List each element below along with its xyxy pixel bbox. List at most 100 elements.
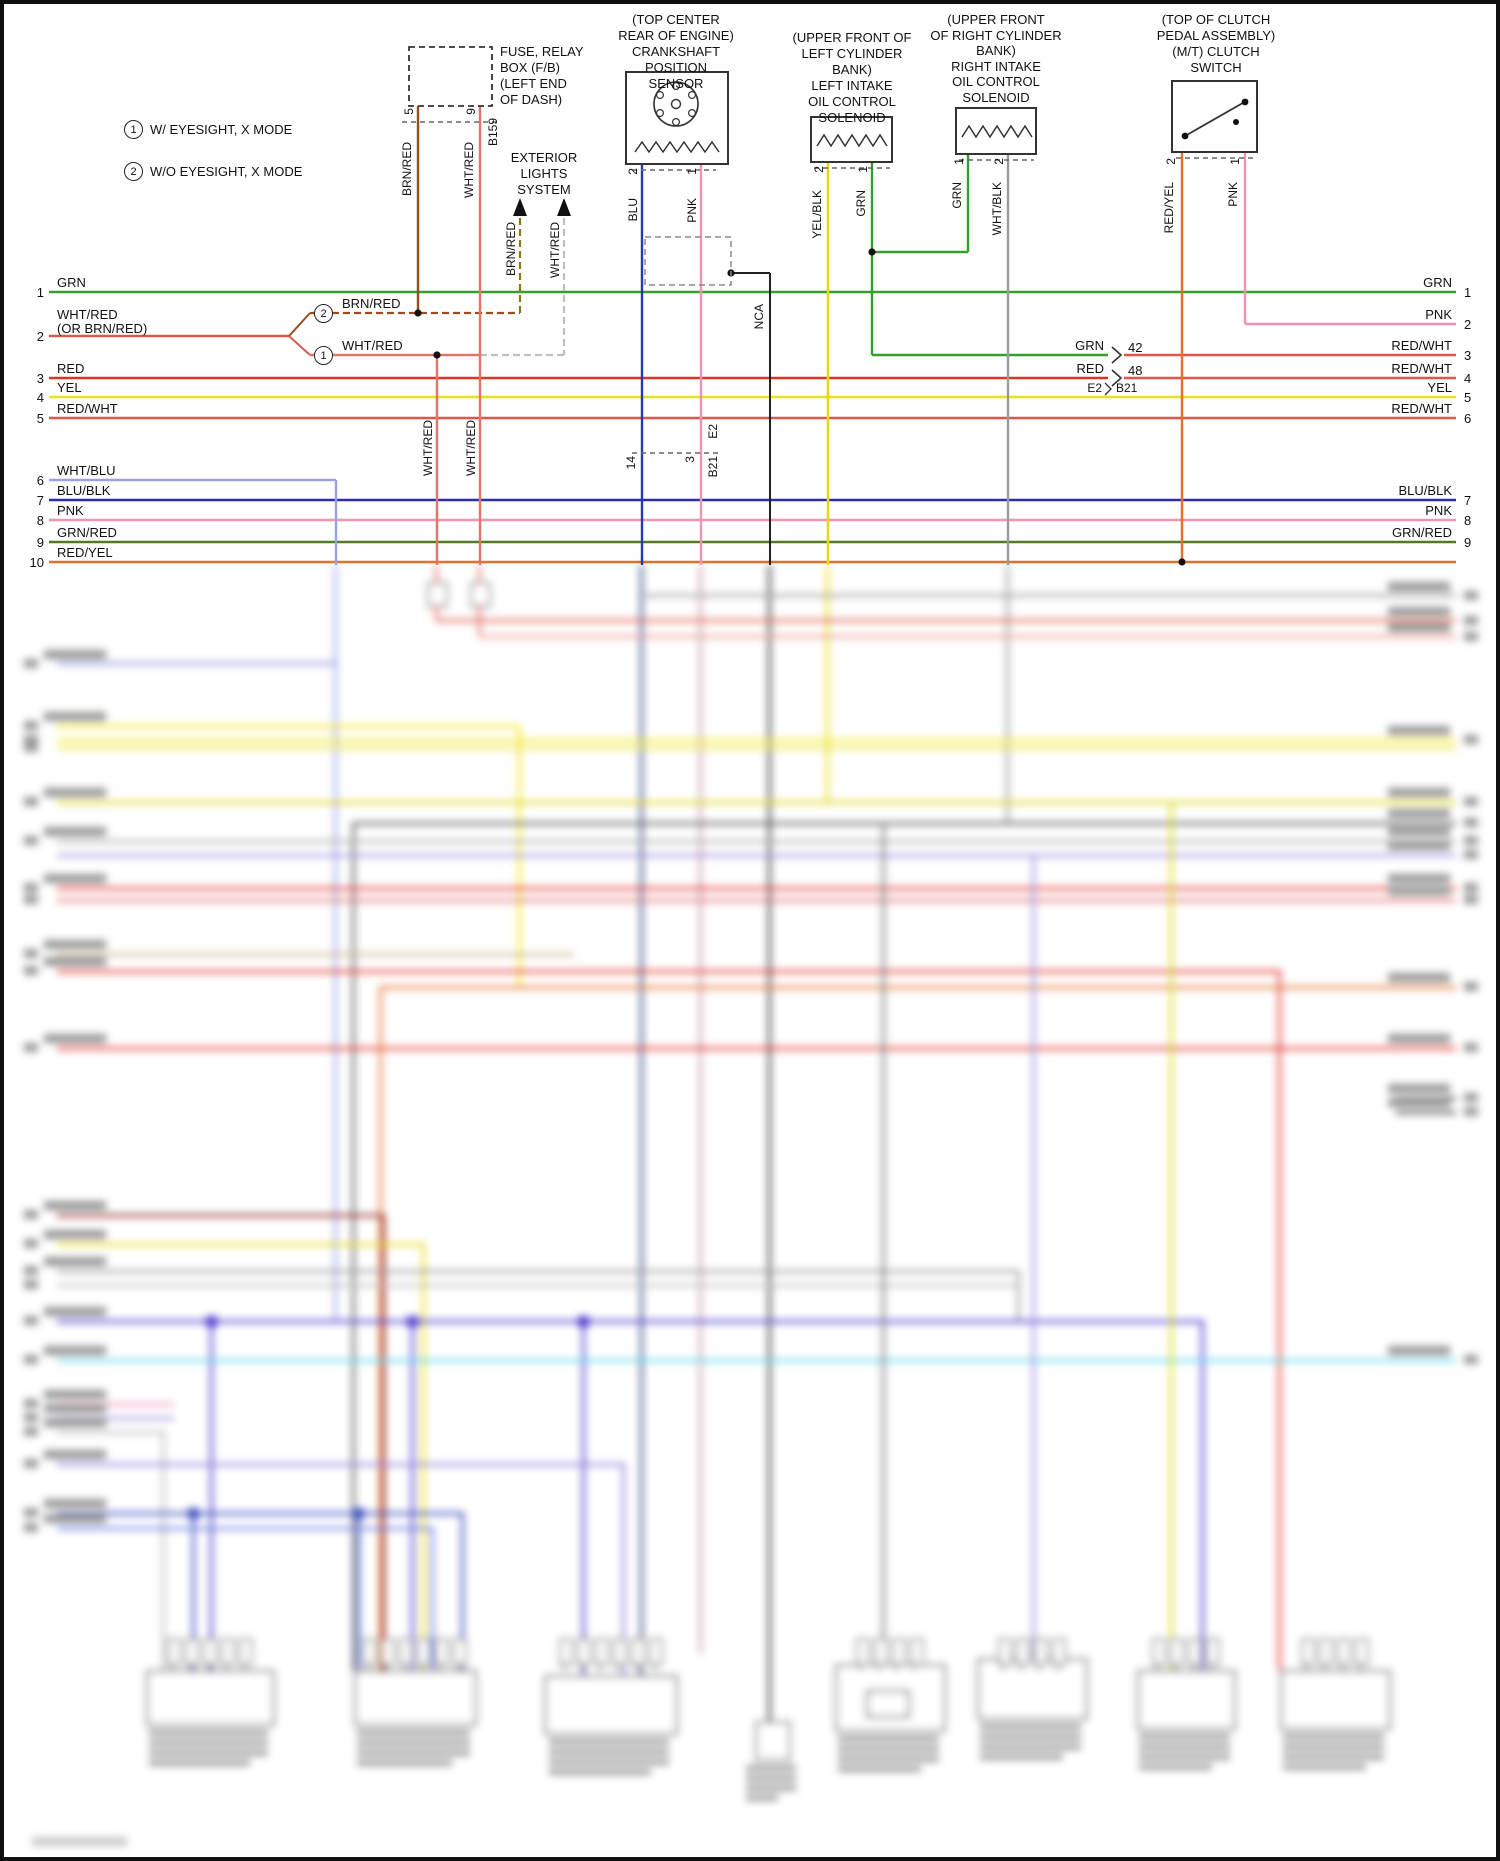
bus-left-number: 9 — [36, 535, 44, 550]
sensor-pin-number: 1 — [685, 168, 699, 175]
connector-pin-3: 3 — [683, 456, 697, 463]
bus-right-label: GRN/RED — [1392, 525, 1452, 540]
wire-label-grn: GRN — [950, 182, 964, 209]
legend-text-2: W/O EYESIGHT, X MODE — [150, 164, 303, 179]
title-line: SYSTEM — [517, 182, 571, 197]
connector-row-wire: GRN — [1075, 338, 1104, 353]
title-line: SWITCH — [1190, 60, 1242, 75]
bus-left-number: 7 — [36, 493, 44, 508]
fuse-pin-number: 9 — [464, 108, 478, 115]
branch-label-brn-red: BRN/RED — [342, 296, 401, 311]
title-line: REAR OF ENGINE) — [618, 28, 734, 43]
option-mark-1: 1 — [314, 346, 333, 365]
title-line: EXTERIOR — [510, 150, 578, 165]
bus-left-number: 2 — [36, 329, 44, 344]
title-line: (M/T) CLUTCH — [1172, 44, 1260, 59]
title-line: (UPPER FRONT OF — [792, 30, 912, 45]
sensor-pin-number: 2 — [626, 168, 640, 175]
title-line: OIL CONTROL — [808, 94, 896, 109]
title-line: LEFT INTAKE — [811, 78, 893, 93]
clutch-switch-title: (TOP OF CLUTCH PEDAL ASSEMBLY) (M/T) CLU… — [1141, 12, 1291, 76]
title-line: (TOP CENTER — [632, 12, 720, 27]
title-line: LIGHTS — [520, 166, 568, 181]
title-line: BOX (F/B) — [500, 60, 560, 75]
title-line: (UPPER FRONT — [947, 12, 1045, 27]
solenoid-pin-number: 1 — [952, 158, 966, 165]
bus-left-number: 4 — [36, 390, 44, 405]
solenoid-pin-number: 1 — [856, 166, 870, 173]
bus-left-number: 1 — [36, 285, 44, 300]
drop-wire-label-wht-red: WHT/RED — [421, 420, 435, 476]
right-solenoid-title: (UPPER FRONT OF RIGHT CYLINDER BANK) RIG… — [926, 12, 1066, 105]
solenoid-pin-number: 2 — [992, 158, 1006, 165]
bus-right-number: 8 — [1464, 513, 1472, 528]
title-line: SOLENOID — [818, 110, 886, 125]
wire-label-brn-red: BRN/RED — [504, 222, 518, 277]
bus-wires — [49, 106, 1456, 565]
bus-left-label: GRN/RED — [57, 525, 117, 540]
bus-right-number: 5 — [1464, 390, 1472, 405]
bus-right-label: GRN — [1423, 275, 1452, 290]
exterior-lights-title: EXTERIOR LIGHTS SYSTEM — [484, 150, 604, 198]
bus-right-label: RED/WHT — [1391, 361, 1452, 376]
connector-id-b159: B159 — [486, 118, 500, 147]
left-solenoid-title: (UPPER FRONT OF LEFT CYLINDER BANK) LEFT… — [782, 30, 922, 126]
wire-label-pnk: PNK — [1226, 182, 1240, 207]
bus-left-number: 6 — [36, 473, 44, 488]
bus-left-label: RED — [57, 361, 85, 376]
crank-sensor-title: (TOP CENTER REAR OF ENGINE) CRANKSHAFT P… — [601, 12, 751, 92]
wire-label-blu: BLU — [626, 198, 640, 222]
wire-label-wht-red: WHT/RED — [462, 142, 476, 198]
title-line: PEDAL ASSEMBLY) — [1156, 28, 1276, 43]
branch-label-wht-red: WHT/RED — [342, 338, 403, 353]
connector-id-b21: B21 — [706, 456, 720, 478]
title-line: OF DASH) — [500, 92, 563, 107]
legend-mark-2: 2 — [124, 162, 143, 181]
wire-label-wht-blk: WHT/BLK — [990, 182, 1004, 236]
title-line: SOLENOID — [962, 89, 1030, 105]
title-line: CRANKSHAFT POSITION — [631, 44, 721, 75]
bus-right-number: 3 — [1464, 348, 1472, 363]
up-arrow-icon — [557, 198, 571, 216]
bus-left-label: RED/WHT — [57, 401, 118, 416]
bus-right-number: 7 — [1464, 493, 1472, 508]
wire-label-brn-red: BRN/RED — [400, 142, 414, 197]
connector-pin-14: 14 — [624, 456, 638, 470]
bus-left-number: 3 — [36, 371, 44, 386]
wire-label-yel-blk: YEL/BLK — [810, 190, 824, 239]
wiring-schematic-lines — [49, 46, 1456, 566]
wire-label-red-yel: RED/YEL — [1162, 182, 1176, 234]
bus-right-label: YEL — [1427, 380, 1452, 395]
fuse-box-title: FUSE, RELAY BOX (F/B) (LEFT END OF DASH) — [500, 44, 584, 108]
bus-right-number: 1 — [1464, 285, 1472, 300]
junction-dots — [414, 248, 1186, 566]
bus-right-number: 6 — [1464, 411, 1472, 426]
fuse-pin-number: 5 — [402, 108, 416, 115]
title-line: (LEFT END — [500, 76, 567, 91]
connector-id-e2: E2 — [706, 424, 720, 439]
switch-pin-number: 2 — [1164, 158, 1178, 165]
bus-right-label: RED/WHT — [1391, 401, 1452, 416]
legend-text-1: W/ EYESIGHT, X MODE — [150, 122, 293, 137]
legend-mark-1: 1 — [124, 120, 143, 139]
up-arrow-icon — [513, 198, 527, 216]
switch-pin-number: 1 — [1228, 158, 1242, 165]
bus-left-label: BLU/BLK — [57, 483, 111, 498]
bus-left-number: 8 — [36, 513, 44, 528]
connector-id-e2: E2 — [1087, 381, 1102, 395]
component-symbols — [402, 46, 1258, 454]
title-line: LEFT CYLINDER BANK) — [801, 46, 903, 77]
title-line: BANK) — [976, 43, 1016, 58]
drop-wire-label-wht-red: WHT/RED — [464, 420, 478, 476]
connector-row-wire: RED — [1076, 361, 1104, 376]
connector-row-pin: 48 — [1128, 363, 1143, 378]
bus-left-label: WHT/BLU — [57, 463, 116, 478]
bus-right-label: BLU/BLK — [1398, 483, 1452, 498]
bus-right-number: 9 — [1464, 535, 1472, 550]
title-line: FUSE, RELAY — [500, 44, 584, 59]
bus-left-label: YEL — [57, 380, 82, 395]
bus-left-number: 10 — [29, 555, 44, 570]
switch-terminals-and-arrows — [513, 98, 1249, 216]
bus-right-number: 4 — [1464, 371, 1472, 386]
